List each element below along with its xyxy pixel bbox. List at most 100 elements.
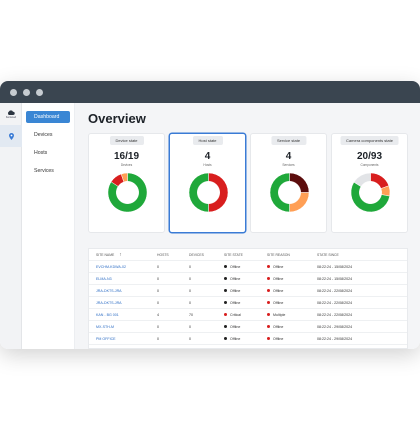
title-bar [0, 81, 420, 103]
hosts-cell: 0 [157, 301, 159, 305]
donut-segment-1[interactable] [289, 192, 310, 213]
site-name-link[interactable]: EVCHM-KDWA-02 [96, 265, 127, 269]
device-state-card[interactable]: Device state 16/19 Devices [88, 133, 165, 233]
sidebar: Dashboard Devices Hosts Services [22, 103, 75, 349]
site-name-link[interactable]: ELMA-N3 [96, 277, 112, 281]
column-header-site-name[interactable]: SITE NAME ↑ [96, 252, 122, 258]
site-state-cell: Offline [224, 261, 240, 273]
window-dot-1[interactable] [10, 88, 17, 96]
status-dot [267, 337, 270, 341]
table-header-row: SITE NAME ↑ HOSTS DEVICES SITE STATE SITE… [89, 249, 407, 261]
site-name-link[interactable]: KAN - BG 001 [96, 313, 119, 317]
donut-segment-0[interactable] [208, 172, 229, 213]
site-state-cell: Offline [224, 333, 240, 345]
state-since-cell: 08:22:24 - 22/08/2024 [317, 313, 353, 317]
hosts-cell: 0 [157, 289, 159, 293]
donut-segment-3[interactable] [353, 172, 371, 187]
state-since-cell: 08:22:24 - 15/08/2024 [317, 265, 353, 269]
card-header: Service state [270, 136, 307, 145]
card-subtitle: Services [282, 163, 295, 167]
status-dot [267, 265, 270, 269]
sites-table: SITE NAME ↑ HOSTS DEVICES SITE STATE SITE… [88, 248, 408, 349]
devices-cell: 0 [189, 289, 191, 293]
card-subtitle: Components [360, 163, 379, 167]
rail-item-sites[interactable] [0, 125, 22, 147]
site-reason-cell: Multiple [267, 309, 285, 321]
table-row[interactable]: EVCHM-KDWA-02 0 0 Offline Offline 08:22:24 - … [89, 261, 407, 273]
card-value: 20/93 [356, 151, 383, 162]
donut-segment-0[interactable] [107, 172, 148, 213]
column-header-state-since[interactable]: STATE SINCE [317, 253, 339, 257]
state-since-cell: 08:22:24 - 15/08/2024 [317, 277, 353, 281]
devices-cell: 70 [189, 313, 193, 317]
host-state-card[interactable]: Host state 4 Hosts [169, 133, 246, 233]
table-row[interactable]: KAN - BG 001 4 70 Critical Multiple 08:22:24 … [89, 309, 407, 321]
site-reason-cell: Offline [267, 273, 283, 285]
status-dot [267, 325, 270, 329]
nav-item-hosts[interactable]: Hosts [34, 150, 48, 156]
service-state-card[interactable]: Service state 4 Services [250, 133, 327, 233]
location-pin-icon [8, 132, 14, 140]
site-state-cell: Offline [224, 285, 240, 297]
rail-item-home[interactable]: Kerisned [0, 103, 22, 125]
donut-segment-0[interactable] [370, 172, 390, 189]
state-since-cell: 08:22:24 - 29/08/2024 [317, 325, 353, 329]
card-subtitle: Devices [120, 163, 133, 167]
site-name-link[interactable]: PM OFFICE [96, 337, 116, 341]
column-header-site-state[interactable]: SITE STATE [224, 253, 243, 257]
window-dot-3[interactable] [36, 88, 43, 96]
hosts-cell: 0 [157, 337, 159, 341]
nav-item-dashboard[interactable]: Dashboard [26, 111, 70, 123]
card-value: 16/19 [113, 151, 140, 162]
service-state-donut [269, 172, 310, 213]
card-subtitle: Hosts [203, 163, 212, 167]
status-dot [224, 289, 227, 293]
site-reason-cell: Offline [267, 333, 283, 345]
hosts-cell: 0 [157, 277, 159, 281]
card-value: 4 [285, 151, 292, 162]
donut-segment-1[interactable] [188, 172, 209, 213]
hosts-cell: 0 [157, 265, 159, 269]
table-row[interactable]: MX-STH-M 0 0 Offline Offline 08:22:24 - 29/08… [89, 321, 407, 333]
donut-segment-2[interactable] [120, 172, 128, 183]
status-dot [267, 313, 270, 317]
nav-item-services[interactable]: Services [34, 168, 54, 174]
table-row[interactable]: JRA-DKTS-JRA 0 0 Offline Offline 08:22:24 - 2… [89, 285, 407, 297]
status-dot [224, 313, 227, 317]
cloud-icon [7, 109, 15, 115]
column-header-devices[interactable]: DEVICES [189, 253, 204, 257]
camera-components-donut [350, 172, 391, 213]
state-since-cell: 08:22:24 - 29/08/2024 [317, 337, 353, 341]
sort-arrow-icon[interactable]: ↑ [119, 252, 122, 258]
site-state-cell: Critical [224, 309, 241, 321]
camera-components-card[interactable]: Camera components state 20/93 Components [331, 133, 408, 233]
devices-cell: 0 [189, 301, 191, 305]
donut-segment-0[interactable] [289, 172, 310, 193]
page-title: Overview [88, 111, 146, 126]
site-reason-cell: Offline [267, 297, 283, 309]
site-reason-cell: Offline [267, 261, 283, 273]
site-name-link[interactable]: JRA-DKTS-JRA [96, 289, 122, 293]
site-reason-cell: Offline [267, 321, 283, 333]
column-header-site-reason[interactable]: SITE REASON [267, 253, 290, 257]
status-dot [267, 301, 270, 305]
window-dot-2[interactable] [23, 88, 30, 96]
status-dot [224, 265, 227, 269]
devices-cell: 0 [189, 265, 191, 269]
icon-rail: Kerisned [0, 103, 22, 349]
donut-segment-2[interactable] [269, 172, 290, 213]
status-dot [224, 337, 227, 341]
hosts-cell: 4 [157, 313, 159, 317]
site-name-link[interactable]: JRA-DKTS-JRA [96, 301, 122, 305]
column-header-hosts[interactable]: HOSTS [157, 253, 169, 257]
card-header: Host state [192, 136, 223, 145]
logo-label: Kerisned [5, 115, 17, 119]
card-header: Device state [109, 136, 144, 145]
nav-item-devices[interactable]: Devices [34, 132, 53, 138]
devices-cell: 0 [189, 325, 191, 329]
table-row[interactable]: JRA-DKTS-JRA 0 0 Offline Offline 08:22:24 - 2… [89, 297, 407, 309]
site-name-link[interactable]: MX-STH-M [96, 325, 114, 329]
devices-cell: 0 [189, 277, 191, 281]
table-row[interactable]: PM OFFICE 0 0 Offline Offline 08:22:24 - 29/0… [89, 333, 407, 345]
table-row[interactable]: ELMA-N3 0 0 Offline Offline 08:22:24 - 15/08/… [89, 273, 407, 285]
